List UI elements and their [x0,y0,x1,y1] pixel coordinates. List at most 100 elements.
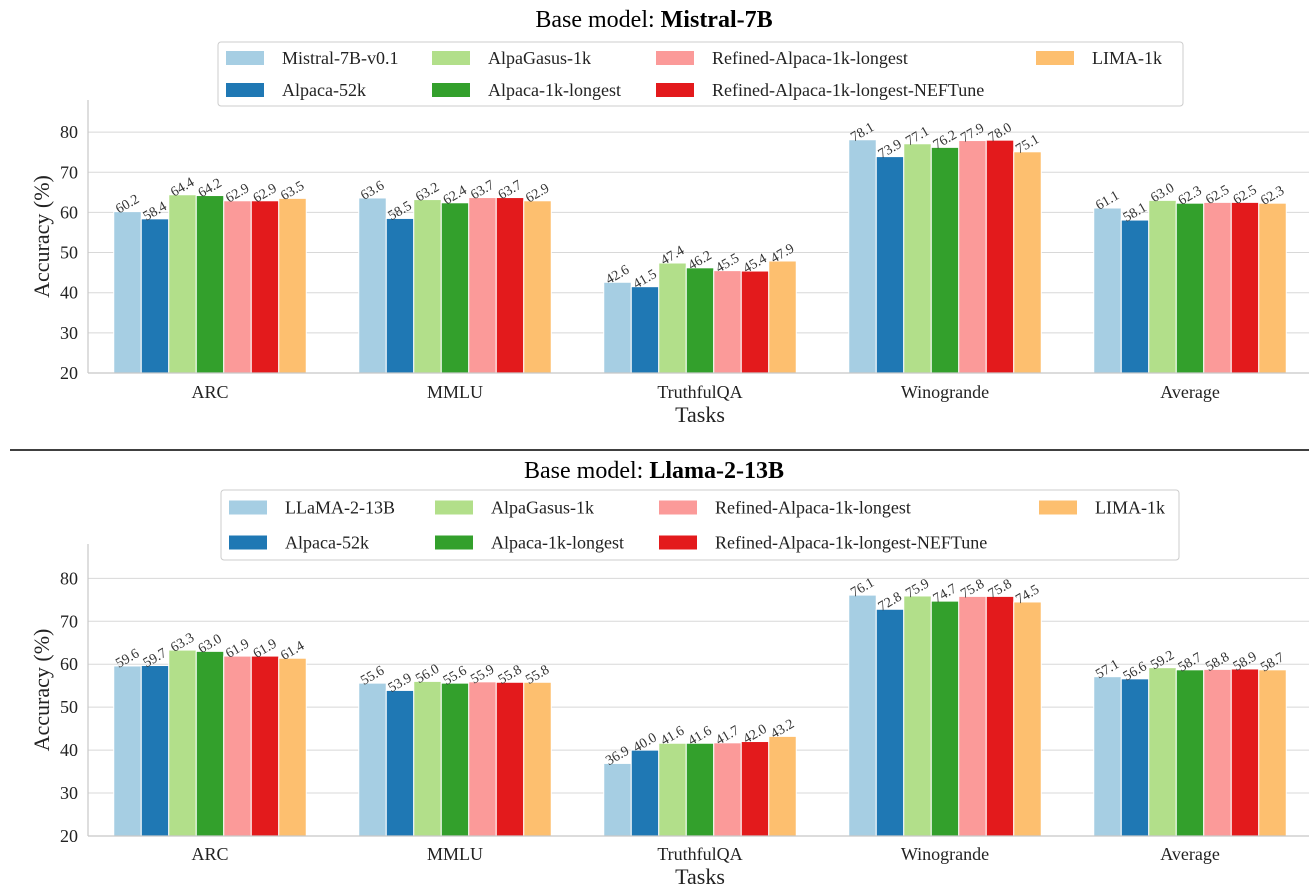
legend-swatch [229,500,267,515]
bar [630,749,660,837]
x-tick-label: Average [1160,382,1220,402]
bar [930,146,960,374]
legend-swatch [659,500,697,515]
legend-swatch [435,500,473,515]
bar [523,200,552,374]
bar [875,156,905,374]
legend-swatch [656,51,694,65]
bar [1230,668,1260,837]
chart-title: Base model: Llama-2-13B [524,458,784,484]
bar [603,762,632,837]
legend: Mistral-7B-v0.1 Alpaca-52k AlpaGasus-1k Alp… [217,41,1184,107]
bar [250,200,280,374]
bar [685,742,715,837]
bar [1203,668,1232,837]
x-tick-label: TruthfulQA [657,382,742,402]
legend-label: LIMA-1k [1095,498,1165,518]
y-tick-label: 30 [60,323,78,343]
y-tick-label: 20 [60,826,78,846]
y-tick-label: 50 [60,697,78,717]
bar [385,217,415,374]
bar [413,199,442,374]
bar [440,202,470,374]
bar [250,655,280,837]
legend-swatch [226,83,264,97]
bar [495,681,525,837]
y-tick-label: 60 [60,654,78,674]
legend-label: Alpaca-1k-longest [491,533,624,553]
bar [740,741,770,837]
chart-panel-2: Base model: Llama-2-13B2030405060708059.… [29,458,1309,889]
x-axis-label: Tasks [675,402,725,427]
legend-swatch [656,83,694,97]
legend-label: LIMA-1k [1092,48,1162,68]
bar [930,600,960,837]
bar [848,594,877,837]
bar [985,595,1015,837]
bar [195,650,225,837]
y-tick-label: 50 [60,243,78,263]
bar [1093,676,1122,837]
legend-label: Refined-Alpaca-1k-longest-NEFTune [712,80,984,100]
chart-title: Base model: Mistral-7B [535,7,772,33]
legend-label: Alpaca-52k [285,533,369,553]
bar [413,680,442,837]
bar [1013,601,1042,837]
bar [1203,201,1232,374]
chart-title-model: Mistral-7B [661,7,773,33]
chart-title-prefix: Base model: [524,458,649,484]
bar [740,270,770,374]
y-tick-label: 70 [60,162,78,182]
bar [1258,202,1287,374]
x-tick-label: MMLU [427,382,483,402]
bar [278,197,307,374]
y-tick-label: 20 [60,363,78,383]
chart-panel-1: Base model: Mistral-7B2030405060708060.2… [29,7,1309,427]
legend-label: Refined-Alpaca-1k-longest [712,48,908,68]
bar [223,200,252,374]
y-tick-label: 80 [60,122,78,142]
bar [875,608,905,837]
bar [358,682,387,837]
bar [1175,202,1205,374]
bar [958,140,987,374]
x-tick-label: ARC [191,382,228,402]
legend-label: Refined-Alpaca-1k-longest-NEFTune [715,533,987,553]
legend-swatch [229,535,267,550]
legend-swatch [435,535,473,550]
x-tick-label: Average [1160,844,1220,864]
bar [358,197,387,374]
legend-label: Alpaca-1k-longest [488,80,621,100]
y-tick-label: 80 [60,568,78,588]
bar [140,665,170,837]
legend-label: AlpaGasus-1k [488,48,591,68]
chart-title-model: Llama-2-13B [649,458,784,484]
bar [603,281,632,374]
bar [903,143,932,374]
bar [903,595,932,837]
bar [768,260,797,374]
bar [195,195,225,374]
x-axis-label: Tasks [675,864,725,886]
legend-swatch [432,51,470,65]
legend-swatch [1039,500,1077,515]
y-tick-label: 60 [60,202,78,222]
chart-title-prefix: Base model: [535,7,660,33]
bar [1013,151,1042,374]
bar [685,267,715,374]
bar [495,197,525,374]
legend-label: Refined-Alpaca-1k-longest [715,498,911,518]
y-tick-label: 40 [60,283,78,303]
legend-swatch [1036,51,1074,65]
legend-label: LLaMA-2-13B [285,498,395,518]
bar [1175,669,1205,837]
bar [440,682,470,837]
legend-label: AlpaGasus-1k [491,498,594,518]
bar [523,681,552,837]
bar [168,194,197,374]
bar [658,742,687,837]
bar [1258,669,1287,837]
x-tick-label: TruthfulQA [657,844,742,864]
